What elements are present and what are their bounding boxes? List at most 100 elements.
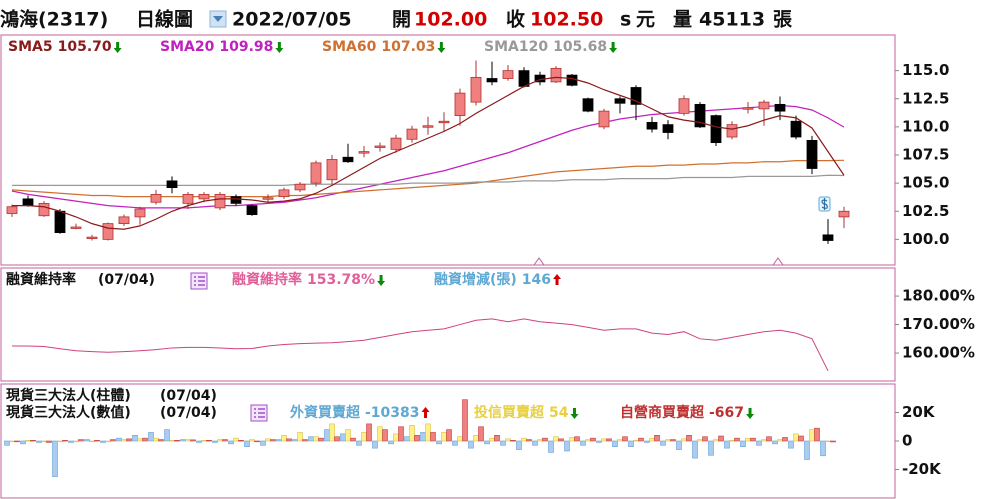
- ma-line: [12, 76, 845, 230]
- trend-arrow: [570, 408, 579, 419]
- candle-body: [710, 115, 722, 144]
- net-bar: [542, 437, 548, 442]
- net-bar: [196, 440, 202, 443]
- candle-body: [790, 120, 802, 138]
- net-bar: [73, 440, 79, 443]
- event-marker[interactable]: [772, 257, 784, 266]
- net-bar: [713, 439, 719, 442]
- net-bar: [350, 437, 356, 442]
- net-bar: [292, 439, 298, 442]
- net-bar: [756, 440, 762, 446]
- net-bar: [174, 439, 180, 442]
- net-bar: [94, 439, 100, 442]
- close-label: 收: [506, 8, 525, 31]
- date: 2022/07/05: [232, 9, 352, 31]
- y-tick-label: 160.00%: [902, 344, 975, 362]
- dropdown-arrow: [213, 16, 223, 22]
- net-bar: [788, 440, 794, 449]
- net-bar: [793, 433, 799, 442]
- inst-date-2: (07/04): [160, 405, 217, 421]
- trend-arrow: [437, 42, 446, 53]
- candle-body: [726, 124, 738, 138]
- net-bar: [25, 439, 31, 442]
- net-bar: [254, 440, 260, 443]
- net-bar: [388, 440, 394, 445]
- net-bar: [137, 438, 143, 442]
- candle-body: [278, 189, 290, 198]
- inst-title-2: 現貨三大法人(數值): [6, 404, 131, 421]
- net-bar: [57, 440, 63, 443]
- candle-body: [646, 121, 658, 130]
- net-bar: [622, 436, 628, 442]
- net-bar: [724, 440, 730, 449]
- margin-line: [12, 318, 829, 372]
- trend-arrow: [377, 275, 386, 286]
- candle-body: [134, 208, 146, 218]
- net-bar: [745, 437, 751, 442]
- net-bar: [297, 432, 303, 442]
- net-bar: [708, 440, 714, 456]
- net-bar: [20, 440, 26, 445]
- candle-body: [326, 159, 338, 181]
- trend-arrow: [421, 407, 430, 418]
- net-bar: [548, 440, 554, 453]
- net-bar: [606, 438, 612, 442]
- net-bar: [654, 435, 660, 442]
- net-bar: [516, 440, 522, 450]
- event-marker[interactable]: [533, 257, 545, 266]
- net-bar: [500, 440, 506, 446]
- net-bar: [580, 440, 586, 446]
- net-bar: [329, 423, 335, 442]
- period[interactable]: 日線圖: [136, 8, 193, 31]
- candle-body: [6, 206, 18, 214]
- list-icon[interactable]: [190, 272, 208, 290]
- close-value: 102.50: [530, 9, 603, 31]
- candle-body: [118, 216, 130, 225]
- net-bar: [68, 440, 74, 443]
- net-bar: [233, 437, 239, 442]
- candle-body: [70, 226, 82, 229]
- net-bar: [457, 436, 463, 442]
- candle-body: [518, 70, 530, 87]
- net-bar: [692, 440, 698, 459]
- net-bar: [148, 432, 154, 442]
- list-icon[interactable]: [250, 404, 268, 422]
- net-bar: [185, 439, 191, 442]
- candle-body: [422, 125, 434, 128]
- net-bar: [436, 440, 442, 445]
- legend-name: SMA120: [484, 39, 548, 55]
- net-bar: [313, 436, 319, 442]
- net-bar: [638, 437, 644, 442]
- net-bar: [697, 439, 703, 442]
- net-bar: [398, 426, 404, 442]
- net-bar: [356, 440, 362, 446]
- net-bar: [164, 429, 170, 442]
- net-bar: [633, 439, 639, 442]
- margin-title: 融資維持率: [6, 271, 76, 288]
- legend-name: 投信買賣超: [474, 404, 545, 421]
- net-bar: [537, 439, 543, 442]
- net-bar: [249, 439, 255, 442]
- net-bar: [276, 439, 282, 442]
- trend-arrow: [113, 42, 122, 53]
- dividend-icon: [821, 198, 828, 210]
- net-bar: [740, 440, 746, 448]
- legend-name: SMA20: [160, 39, 215, 55]
- y-tick-label: 115.0: [902, 61, 949, 79]
- net-bar: [414, 435, 420, 442]
- candle-body: [566, 74, 578, 86]
- ma-line: [11, 159, 845, 198]
- trend-arrow: [553, 274, 562, 285]
- y-tick-label: 180.00%: [902, 287, 975, 305]
- net-bar: [569, 437, 575, 442]
- net-bar: [649, 437, 655, 442]
- net-bar: [318, 437, 324, 442]
- y-tick-label: 102.5: [902, 202, 949, 220]
- net-bar: [468, 440, 474, 449]
- net-bar: [430, 432, 436, 442]
- net-bar: [393, 433, 399, 442]
- net-bar: [340, 433, 346, 442]
- y-tick-label: 20K: [902, 403, 936, 421]
- trend-arrow: [609, 42, 618, 53]
